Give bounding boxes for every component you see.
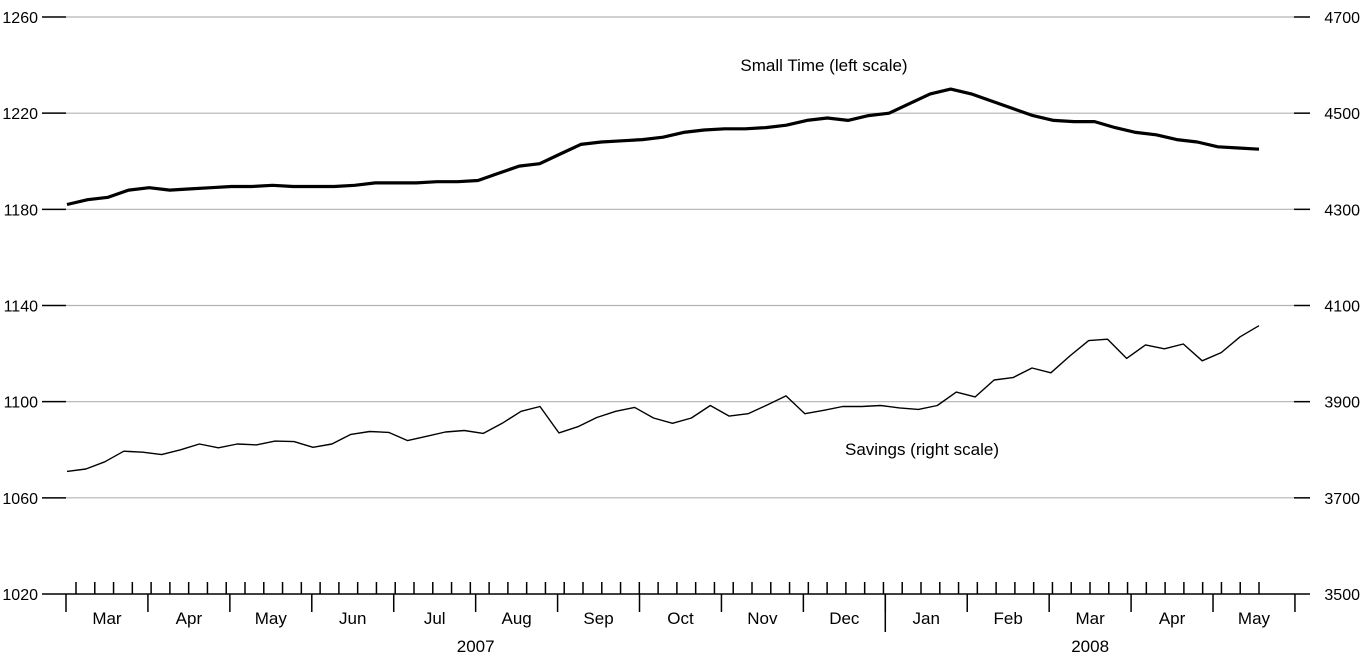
month-label: Apr — [1159, 609, 1186, 628]
month-label: Jul — [424, 609, 446, 628]
month-label: May — [255, 609, 288, 628]
month-label: Aug — [501, 609, 531, 628]
series-layer — [66, 87, 1260, 473]
month-label: May — [1238, 609, 1271, 628]
right-tick-label: 4100 — [1324, 299, 1360, 316]
left-tick-label: 1260 — [2, 10, 38, 27]
year-label: 2008 — [1071, 637, 1109, 656]
year-label: 2007 — [457, 637, 495, 656]
left-tick-label: 1060 — [2, 491, 38, 508]
grid-lines — [66, 16, 1294, 499]
right-tick-label: 3900 — [1324, 395, 1360, 412]
small-time-line — [66, 87, 1260, 207]
left-tick-label: 1020 — [2, 587, 38, 604]
right-tick-label: 3500 — [1324, 587, 1360, 604]
month-label: Apr — [176, 609, 203, 628]
month-label: Sep — [583, 609, 613, 628]
small-time-annotation: Small Time (left scale) — [740, 56, 907, 75]
left-tick-label: 1100 — [4, 395, 39, 412]
savings-annotation: Savings (right scale) — [845, 440, 999, 459]
right-tick-label: 4500 — [1324, 106, 1360, 123]
x-axis: Mar Apr May Jun Jul Aug Sep Oct Nov Dec Jan Feb Mar A… — [65, 582, 1296, 656]
month-label: Mar — [92, 609, 122, 628]
month-label: Nov — [747, 609, 778, 628]
left-axis: 1020 1060 1100 1140 1180 1220 1260 — [2, 10, 66, 604]
right-tick-label: 3700 — [1324, 491, 1360, 508]
left-tick-label: 1220 — [2, 106, 38, 123]
month-label: Mar — [1075, 609, 1105, 628]
right-tick-label: 4300 — [1324, 202, 1360, 219]
month-label: Dec — [829, 609, 860, 628]
left-tick-label: 1140 — [4, 299, 39, 316]
right-axis: 3500 3700 3900 4100 4300 4500 4700 — [1294, 10, 1360, 604]
left-tick-label: 1180 — [4, 202, 39, 219]
savings-line — [66, 325, 1260, 473]
month-label: Feb — [994, 609, 1023, 628]
month-label: Jan — [913, 609, 940, 628]
month-label: Jun — [339, 609, 366, 628]
month-label: Oct — [667, 609, 694, 628]
right-tick-label: 4700 — [1324, 10, 1360, 27]
